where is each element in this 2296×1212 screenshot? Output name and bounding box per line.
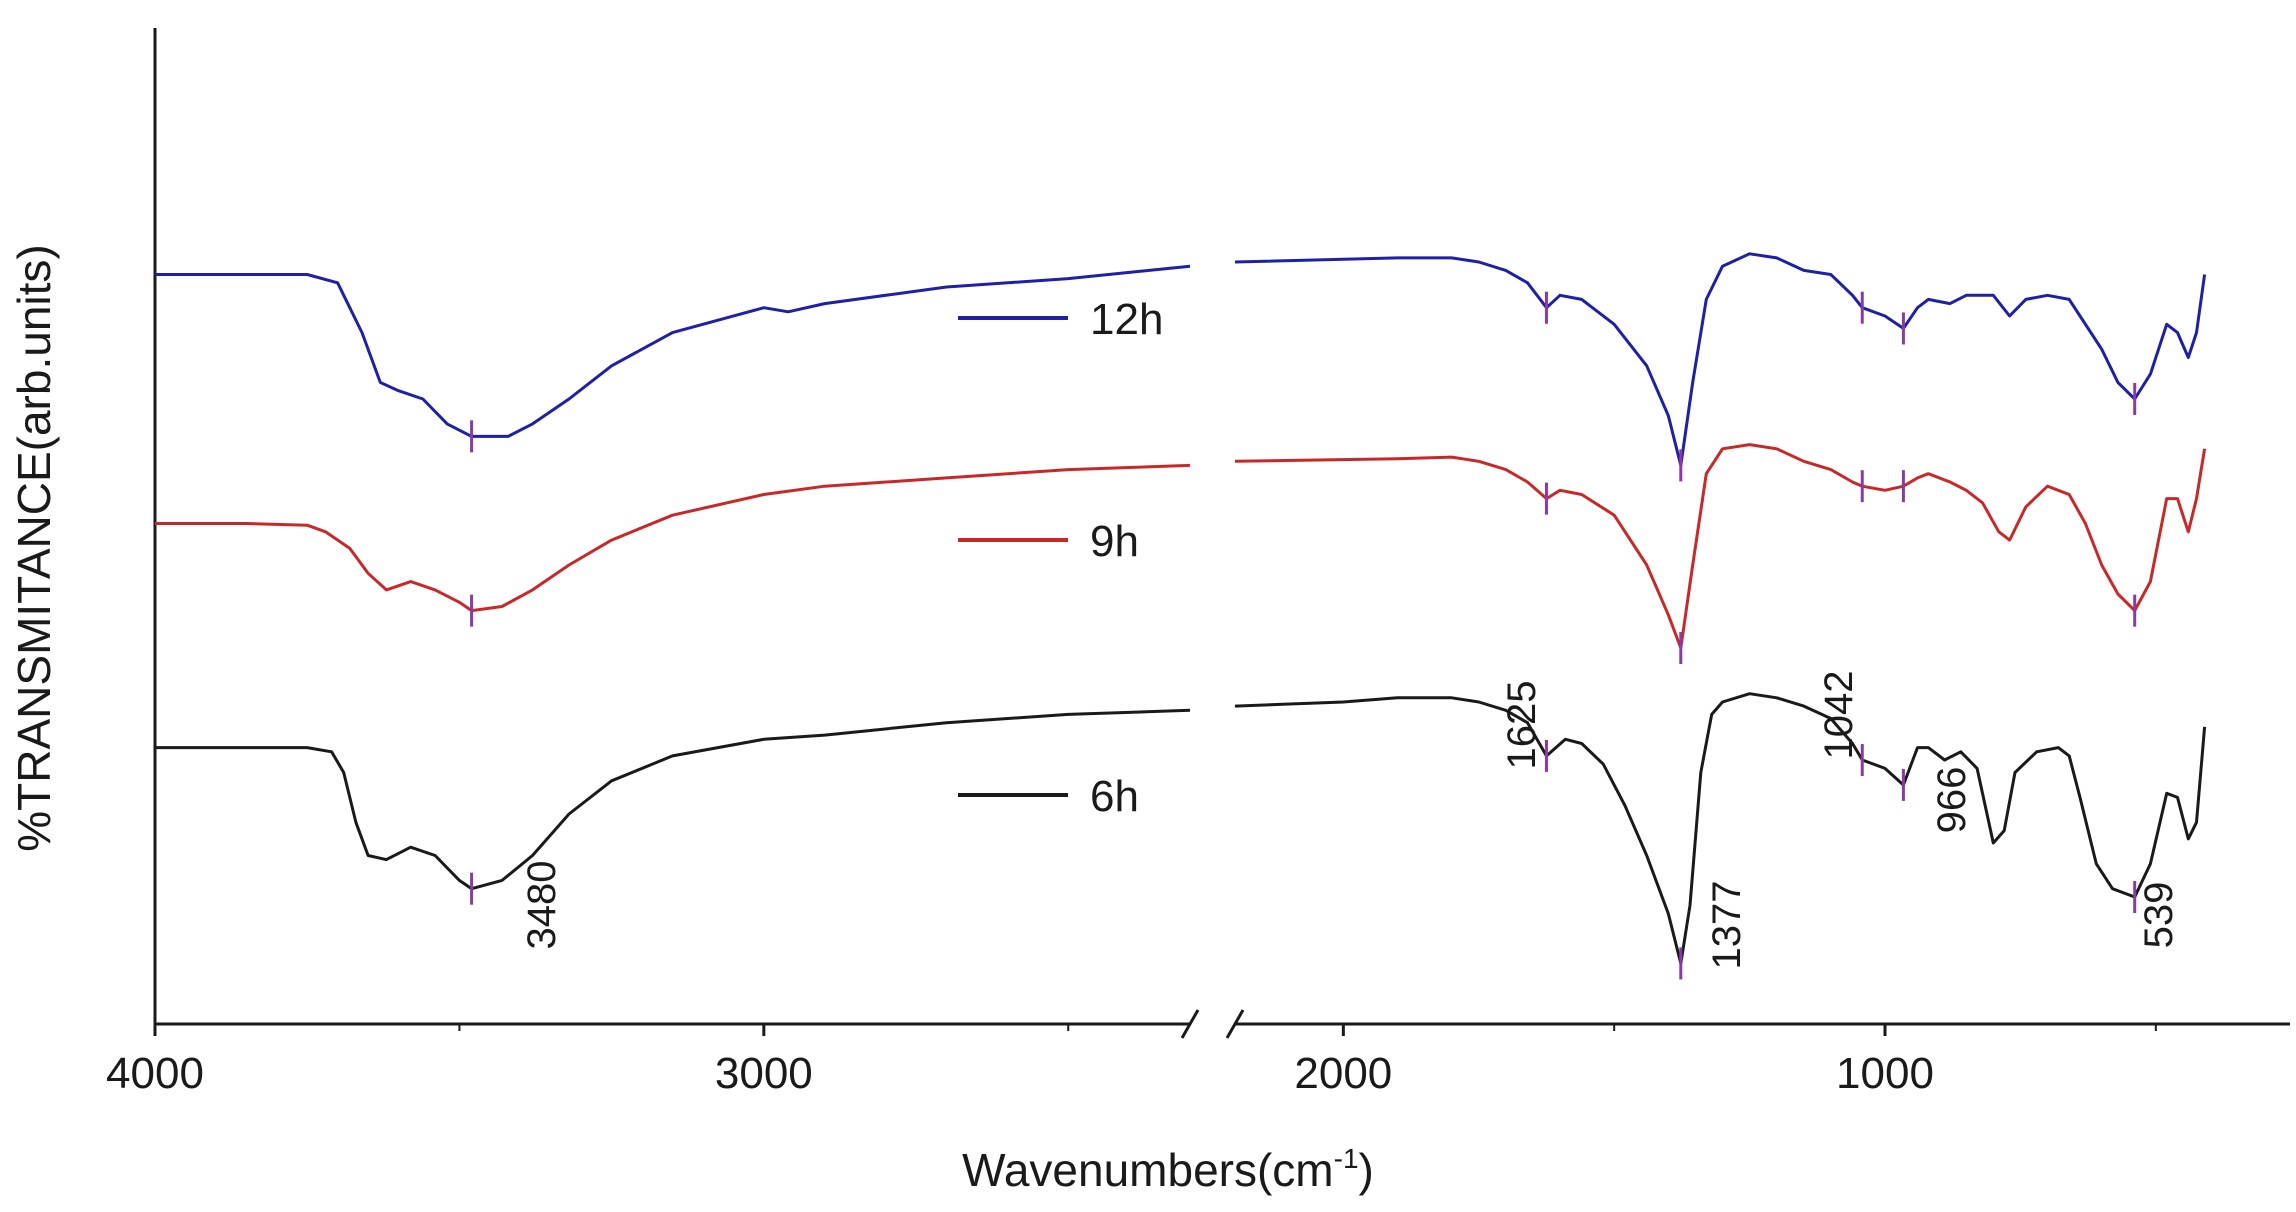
y-axis-label: %TRANSMITANCE(arb.units): [8, 244, 60, 851]
series-line-12h-left: [155, 264, 1191, 438]
peak-markers: [470, 291, 2137, 980]
series-line-9h-right: [1234, 443, 2207, 650]
x-tick-label: 4000: [106, 1049, 204, 1098]
legend: 12h 9h 6h: [958, 295, 1163, 821]
legend-label-9h: 9h: [1090, 517, 1139, 566]
series-line-6h-left: [155, 708, 1191, 891]
x-axis-label: Wavenumbers(cm-1): [962, 1143, 1374, 1196]
series-line-6h-right: [1234, 692, 2207, 965]
x-tick-label: 1000: [1836, 1049, 1934, 1098]
peak-annotations: 3480 1625 1377 1042 966 539: [520, 671, 2181, 970]
peak-label-966: 966: [1930, 767, 1974, 834]
peak-label-1377: 1377: [1705, 881, 1749, 970]
series-line-12h-right: [1234, 252, 2207, 467]
peak-label-539: 539: [2137, 882, 2181, 949]
legend-label-12h: 12h: [1090, 295, 1163, 344]
axis-break-mark: [1180, 1009, 1200, 1039]
peak-label-1625: 1625: [1500, 681, 1544, 770]
axis-break-mark: [1225, 1009, 1245, 1039]
x-tick-label: 2000: [1294, 1049, 1392, 1098]
peak-label-3480: 3480: [520, 861, 564, 950]
x-tick-label: 3000: [715, 1049, 813, 1098]
peak-label-1042: 1042: [1817, 671, 1861, 760]
series-layer: [155, 252, 2207, 965]
axes: 4000 3000 2000 1000: [106, 28, 2290, 1098]
legend-label-6h: 6h: [1090, 772, 1139, 821]
